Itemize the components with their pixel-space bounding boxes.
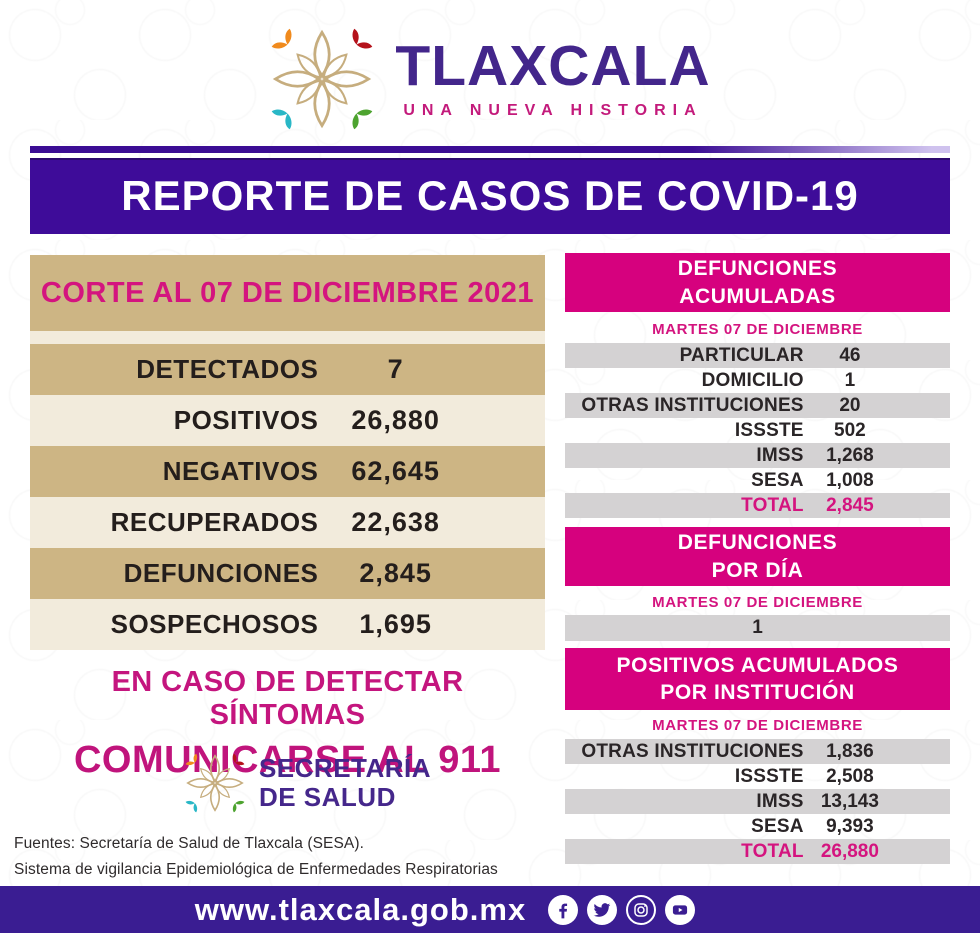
deaths-accumulated-table: PARTICULAR 46 DOMICILIO 1 OTRAS INSTITUC…: [565, 343, 950, 518]
section-title-line2: POR DÍA: [711, 558, 804, 582]
row-value: 1: [844, 369, 856, 391]
social-icons: [548, 894, 696, 925]
table-total-row: TOTAL 2,845: [565, 493, 950, 518]
section-title-line1: DEFUNCIONES: [677, 531, 838, 555]
table-row: SESA 1,008: [565, 468, 950, 493]
positives-by-institution-header: POSITIVOS ACUMULADOS POR INSTITUCIÓN: [565, 648, 950, 710]
row-value: 2,508: [826, 765, 874, 787]
brand-tagline: UNA NUEVA HISTORIA: [403, 102, 703, 119]
row-value: 26,880: [351, 405, 440, 435]
summary-panel-title: CORTE AL 07 DE DICIEMBRE 2021: [40, 276, 535, 309]
table-row: DEFUNCIONES 2,845: [30, 548, 545, 599]
deaths-per-day-value: 1: [565, 615, 950, 641]
row-value: 9,393: [826, 815, 874, 837]
row-label: DOMICILIO: [701, 369, 804, 391]
row-label: NEGATIVOS: [162, 456, 319, 486]
summary-panel-header: CORTE AL 07 DE DICIEMBRE 2021: [30, 255, 545, 331]
row-value: 20: [839, 394, 861, 416]
row-value: 7: [387, 354, 404, 384]
row-label: RECUPERADOS: [110, 507, 319, 537]
summary-table: DETECTADOS 7 POSITIVOS 26,880 NEGATIVOS …: [30, 344, 545, 650]
section-title-line2: POR INSTITUCIÓN: [660, 681, 855, 704]
row-label: DETECTADOS: [136, 354, 319, 384]
table-row: IMSS 1,268: [565, 443, 950, 468]
health-ministry-logo: SECRETARÍA DE SALUD: [30, 752, 545, 814]
tlaxcala-logo: TLAXCALA UNA NUEVA HISTORIA: [0, 26, 980, 132]
instagram-icon[interactable]: [626, 894, 657, 925]
row-value: 1,695: [359, 609, 432, 639]
row-value: 1,268: [826, 444, 874, 466]
right-column: DEFUNCIONES ACUMULADAS MARTES 07 DE DICI…: [565, 0, 950, 933]
row-label: PARTICULAR: [679, 344, 804, 366]
table-row: ISSSTE 2,508: [565, 764, 950, 789]
health-ministry-name-line1: SECRETARÍA: [258, 752, 432, 783]
row-value: 13,143: [820, 790, 879, 812]
table-row: IMSS 13,143: [565, 789, 950, 814]
table-row: DETECTADOS 7: [30, 344, 545, 395]
row-value: 1,836: [826, 740, 874, 762]
row-value: 46: [839, 344, 861, 366]
row-label: SESA: [751, 469, 804, 491]
row-label: IMSS: [756, 444, 804, 466]
row-label: SOSPECHOSOS: [110, 609, 319, 639]
total-value: 26,880: [820, 840, 879, 862]
row-value: 502: [834, 419, 866, 441]
table-total-row: TOTAL 26,880: [565, 839, 950, 864]
symptoms-notice-line2: COMUNICARSE AL 911: [73, 739, 502, 781]
footer-bar: www.tlaxcala.gob.mx: [0, 886, 980, 933]
twitter-icon[interactable]: [587, 894, 618, 925]
table-row: NEGATIVOS 62,645: [30, 446, 545, 497]
brand-title: TLAXCALA: [395, 34, 711, 98]
deaths-accumulated-header: DEFUNCIONES ACUMULADAS: [565, 253, 950, 312]
section-title-line2: ACUMULADAS: [679, 284, 836, 308]
row-label: OTRAS INSTITUCIONES: [581, 394, 804, 416]
positives-by-institution-date: MARTES 07 DE DICIEMBRE: [652, 717, 863, 734]
row-label: ISSSTE: [734, 419, 804, 441]
total-label: TOTAL: [741, 840, 804, 862]
table-row: RECUPERADOS 22,638: [30, 497, 545, 548]
symptoms-notice-line1: EN CASO DE DETECTAR SÍNTOMAS: [111, 666, 464, 731]
table-row: SOSPECHOSOS 1,695: [30, 599, 545, 650]
section-title-line1: POSITIVOS ACUMULADOS: [616, 653, 899, 677]
banner-accent-strip: [30, 146, 950, 153]
table-row: OTRAS INSTITUCIONES 20: [565, 393, 950, 418]
tlaxcala-flower-icon: [270, 27, 375, 131]
report-banner: REPORTE DE CASOS DE COVID-19: [30, 158, 950, 234]
row-label: DEFUNCIONES: [123, 558, 319, 588]
row-label: POSITIVOS: [173, 405, 319, 435]
summary-panel-divider: [30, 331, 545, 344]
health-ministry-name: SECRETARÍA DE SALUD: [258, 752, 432, 812]
summary-panel: CORTE AL 07 DE DICIEMBRE 2021 DETECTADOS…: [30, 255, 545, 650]
row-label: SESA: [751, 815, 804, 837]
report-banner-title: REPORTE DE CASOS DE COVID-19: [121, 172, 859, 219]
sources-line1: Fuentes: Secretaría de Salud de Tlaxcala…: [14, 835, 364, 852]
total-value: 2,845: [826, 494, 874, 516]
row-label: IMSS: [756, 790, 804, 812]
deaths-per-day-header: DEFUNCIONES POR DÍA: [565, 527, 950, 586]
table-row: OTRAS INSTITUCIONES 1,836: [565, 739, 950, 764]
row-value: 22,638: [351, 507, 440, 537]
row-value: 2,845: [359, 558, 432, 588]
table-row: POSITIVOS 26,880: [30, 395, 545, 446]
deaths-accumulated-date: MARTES 07 DE DICIEMBRE: [652, 321, 863, 338]
health-ministry-flower-icon: [184, 752, 246, 814]
total-label: TOTAL: [741, 494, 804, 516]
row-label: OTRAS INSTITUCIONES: [581, 740, 804, 762]
table-row: PARTICULAR 46: [565, 343, 950, 368]
table-row: DOMICILIO 1: [565, 368, 950, 393]
site-url[interactable]: www.tlaxcala.gob.mx: [194, 891, 527, 927]
deaths-per-day-date: MARTES 07 DE DICIEMBRE: [652, 594, 863, 611]
table-row: ISSSTE 502: [565, 418, 950, 443]
row-value: 62,645: [351, 456, 440, 486]
symptoms-notice: EN CASO DE DETECTAR SÍNTOMAS COMUNICARSE…: [30, 666, 545, 782]
youtube-icon[interactable]: [665, 894, 696, 925]
row-label: ISSSTE: [734, 765, 804, 787]
facebook-icon[interactable]: [548, 894, 579, 925]
positives-by-institution-table: OTRAS INSTITUCIONES 1,836 ISSSTE 2,508 I…: [565, 739, 950, 864]
section-title-line1: DEFUNCIONES: [677, 257, 838, 281]
row-value: 1,008: [826, 469, 874, 491]
table-row: SESA 9,393: [565, 814, 950, 839]
health-ministry-name-line2: DE SALUD: [258, 782, 396, 812]
